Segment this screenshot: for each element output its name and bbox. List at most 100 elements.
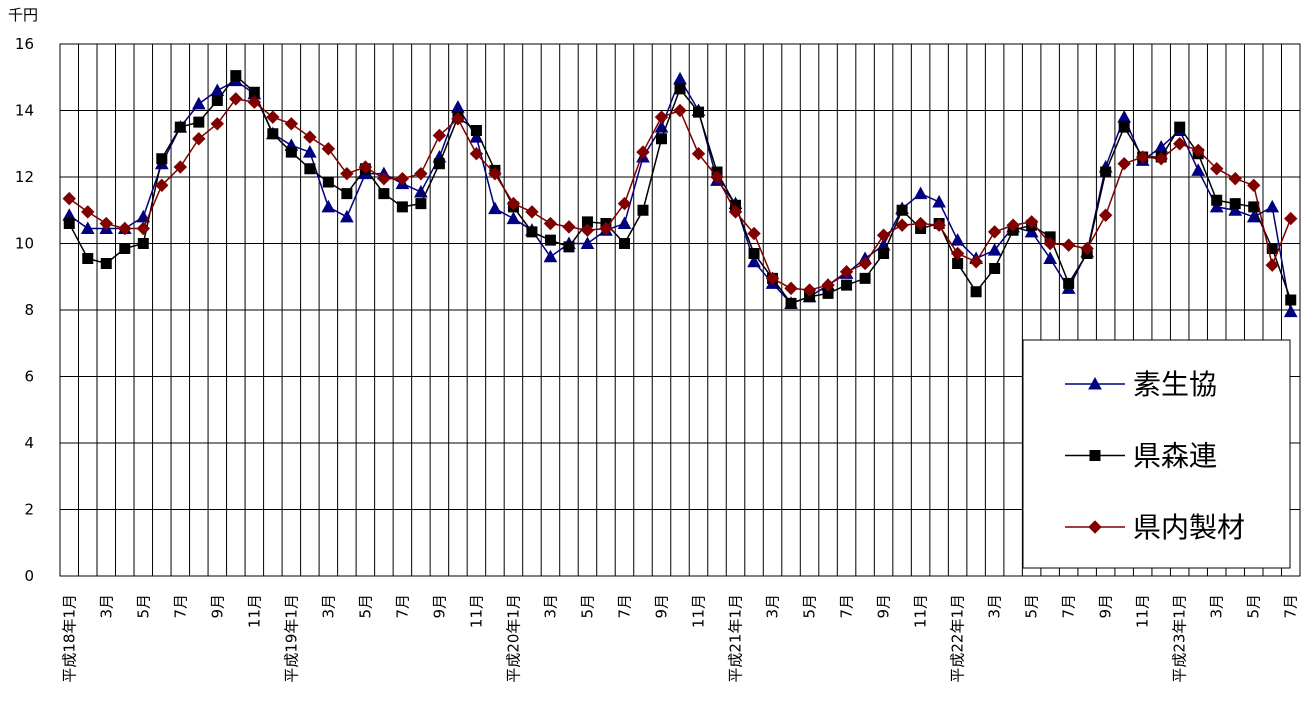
data-point xyxy=(636,145,650,159)
x-tick-label: 平成23年1月 xyxy=(1171,594,1189,683)
data-point xyxy=(81,205,95,219)
y-tick-label: 2 xyxy=(24,501,34,519)
x-tick-label: 5月 xyxy=(801,594,819,619)
data-point xyxy=(155,178,169,193)
data-point xyxy=(1248,201,1260,213)
data-point xyxy=(321,199,336,213)
data-point xyxy=(470,124,482,136)
data-point xyxy=(859,272,871,284)
data-point xyxy=(340,209,354,223)
data-point xyxy=(415,198,427,210)
data-point xyxy=(1265,199,1280,213)
data-point xyxy=(156,153,168,165)
data-point xyxy=(969,255,983,269)
data-point xyxy=(932,194,946,208)
data-point xyxy=(488,201,502,215)
data-point xyxy=(136,221,150,236)
data-point xyxy=(637,204,649,216)
data-point xyxy=(970,286,982,298)
data-point xyxy=(1283,304,1298,318)
data-point xyxy=(878,247,890,259)
data-point xyxy=(987,225,1002,239)
data-point xyxy=(599,221,613,236)
data-point xyxy=(1228,171,1242,186)
y-tick-label: 8 xyxy=(24,301,34,319)
data-point xyxy=(1117,156,1131,171)
series-line xyxy=(68,98,1292,291)
data-point xyxy=(414,166,428,181)
data-point xyxy=(581,216,593,228)
data-point xyxy=(544,234,556,246)
data-point xyxy=(469,147,484,161)
data-point xyxy=(618,238,630,249)
x-tick-label: 7月 xyxy=(1282,594,1300,619)
data-point xyxy=(119,242,131,254)
data-point xyxy=(1174,121,1186,133)
data-point xyxy=(1228,203,1243,216)
x-tick-label: 11月 xyxy=(1134,594,1152,628)
data-point xyxy=(414,184,428,198)
data-point xyxy=(858,256,872,271)
data-point xyxy=(1172,137,1187,151)
data-point xyxy=(785,297,797,309)
data-point xyxy=(192,132,206,146)
x-tick-label: 5月 xyxy=(134,594,152,619)
data-point xyxy=(580,223,595,237)
data-point xyxy=(617,216,632,230)
data-point xyxy=(747,254,761,268)
data-point xyxy=(748,247,760,259)
x-tick-label: 11月 xyxy=(912,594,930,628)
data-point xyxy=(118,221,132,236)
data-point xyxy=(1210,161,1224,176)
legend-box xyxy=(1022,339,1291,569)
data-point xyxy=(174,121,186,133)
data-point xyxy=(821,278,835,292)
data-point xyxy=(839,265,854,279)
data-point xyxy=(193,116,205,128)
data-point xyxy=(802,283,817,297)
y-tick-label: 4 xyxy=(24,434,34,452)
data-point xyxy=(896,204,908,216)
data-point xyxy=(580,236,595,249)
x-tick-label: 7月 xyxy=(393,594,411,619)
data-point xyxy=(1209,199,1224,213)
data-point xyxy=(191,96,206,110)
data-point xyxy=(1284,211,1298,226)
data-point xyxy=(173,160,188,174)
y-tick-label: 6 xyxy=(24,368,34,386)
data-point xyxy=(841,279,853,291)
data-point xyxy=(1229,198,1241,210)
data-point xyxy=(304,163,316,175)
x-tick-label: 3月 xyxy=(1208,594,1226,619)
data-point xyxy=(488,166,502,181)
data-point xyxy=(137,238,149,249)
y-axis-label: 千円 xyxy=(8,6,38,24)
data-point xyxy=(765,271,780,286)
data-point xyxy=(340,166,354,181)
data-point xyxy=(1118,121,1130,133)
x-tick-label: 9月 xyxy=(1097,594,1115,619)
data-point xyxy=(543,249,558,263)
data-point xyxy=(303,145,317,158)
data-point xyxy=(693,106,705,118)
data-point xyxy=(285,146,297,158)
x-tick-label: 11月 xyxy=(467,594,485,628)
data-point xyxy=(543,216,558,231)
data-point xyxy=(1135,150,1150,164)
data-point xyxy=(710,170,724,184)
x-tick-label: 9月 xyxy=(875,594,893,619)
x-tick-label: 11月 xyxy=(690,594,708,628)
data-point xyxy=(895,218,909,232)
legend-marker xyxy=(1089,450,1101,461)
data-point xyxy=(1154,152,1168,166)
data-point xyxy=(876,228,891,242)
x-tick-label: 3月 xyxy=(986,594,1004,619)
legend-label: 県森連 xyxy=(1133,440,1217,473)
x-tick-label: 7月 xyxy=(838,594,856,619)
data-point xyxy=(506,211,521,225)
x-tick-label: 7月 xyxy=(615,594,633,619)
data-point xyxy=(747,226,761,241)
x-tick-label: 11月 xyxy=(245,594,263,628)
data-point xyxy=(655,133,667,145)
